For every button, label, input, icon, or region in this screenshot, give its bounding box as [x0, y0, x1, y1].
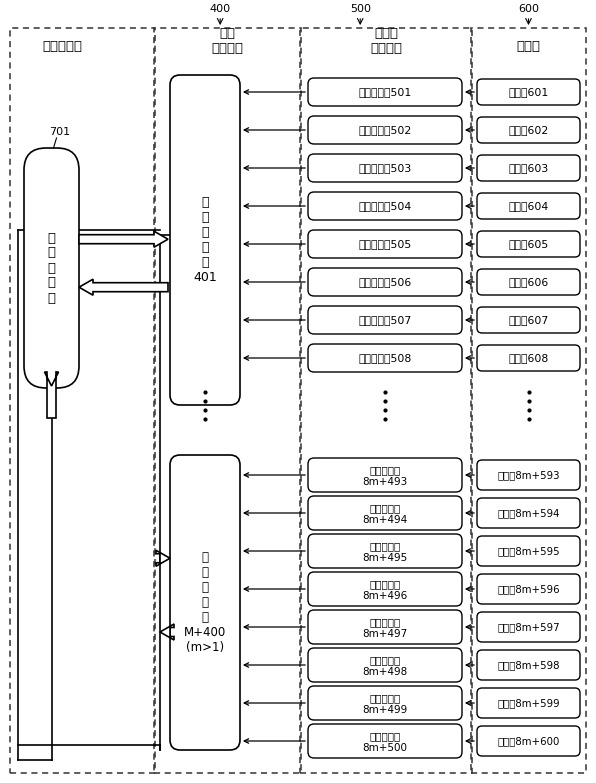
Text: 传感器601: 传感器601	[508, 87, 549, 97]
Text: 500: 500	[350, 4, 371, 14]
Text: 传感器接口: 传感器接口	[370, 693, 401, 703]
Text: 传感器604: 传感器604	[508, 201, 549, 211]
FancyBboxPatch shape	[477, 460, 580, 490]
Bar	[10, 28, 155, 773]
Text: 数据
收发模块: 数据 收发模块	[212, 27, 244, 55]
Text: 传感器接口501: 传感器接口501	[358, 87, 412, 97]
Text: 传感器接口503: 传感器接口503	[358, 163, 412, 173]
Text: 400: 400	[210, 4, 231, 14]
Text: 传感器接口: 传感器接口	[370, 503, 401, 513]
FancyBboxPatch shape	[24, 148, 79, 388]
FancyBboxPatch shape	[308, 78, 462, 106]
Text: 传感器608: 传感器608	[508, 353, 549, 363]
Text: 传感器接口505: 传感器接口505	[358, 239, 412, 249]
FancyBboxPatch shape	[477, 269, 580, 295]
Bar	[300, 28, 472, 773]
FancyBboxPatch shape	[477, 574, 580, 604]
Text: 第
二
译
码
器: 第 二 译 码 器	[48, 232, 55, 305]
Text: 传感器8m+595: 传感器8m+595	[497, 546, 560, 556]
FancyBboxPatch shape	[308, 724, 462, 758]
Text: 传感器8m+600: 传感器8m+600	[497, 736, 560, 746]
Text: 传感器接口: 传感器接口	[370, 655, 401, 665]
FancyBboxPatch shape	[477, 536, 580, 566]
Text: 701: 701	[49, 127, 70, 137]
Text: 传感器接口: 传感器接口	[370, 541, 401, 551]
FancyBboxPatch shape	[477, 726, 580, 756]
Text: 传感器8m+599: 传感器8m+599	[497, 698, 560, 708]
Polygon shape	[79, 280, 168, 295]
Text: 传感器8m+594: 传感器8m+594	[497, 508, 560, 518]
Text: 传感器8m+598: 传感器8m+598	[497, 660, 560, 670]
Polygon shape	[79, 231, 168, 247]
Text: 传感器
接口模块: 传感器 接口模块	[370, 27, 402, 55]
Text: 数
据
收
发
器
M+400
(m>1): 数 据 收 发 器 M+400 (m>1)	[184, 551, 226, 654]
FancyBboxPatch shape	[308, 496, 462, 530]
FancyBboxPatch shape	[477, 650, 580, 680]
FancyBboxPatch shape	[170, 75, 240, 405]
Text: 传感器接口504: 传感器接口504	[358, 201, 412, 211]
Text: 传感器模块: 传感器模块	[42, 39, 82, 52]
FancyBboxPatch shape	[308, 648, 462, 682]
FancyBboxPatch shape	[308, 268, 462, 296]
FancyBboxPatch shape	[308, 154, 462, 182]
Text: 传感器接口: 传感器接口	[370, 465, 401, 475]
Text: 传感器602: 传感器602	[508, 125, 549, 135]
FancyBboxPatch shape	[477, 117, 580, 143]
Text: 传感器接口: 传感器接口	[370, 617, 401, 627]
Text: 8m+495: 8m+495	[362, 553, 408, 563]
Text: 数
据
收
发
器
401: 数 据 收 发 器 401	[193, 196, 217, 284]
Text: 传感器8m+596: 传感器8m+596	[497, 584, 560, 594]
Text: 600: 600	[518, 4, 539, 14]
FancyBboxPatch shape	[477, 79, 580, 105]
FancyBboxPatch shape	[308, 610, 462, 644]
FancyBboxPatch shape	[477, 231, 580, 257]
FancyBboxPatch shape	[308, 230, 462, 258]
Polygon shape	[160, 624, 174, 640]
FancyBboxPatch shape	[308, 534, 462, 568]
Bar	[471, 28, 586, 773]
FancyBboxPatch shape	[308, 572, 462, 606]
Text: 8m+498: 8m+498	[362, 667, 408, 677]
FancyBboxPatch shape	[308, 344, 462, 372]
FancyBboxPatch shape	[477, 193, 580, 219]
Text: 传感器8m+593: 传感器8m+593	[497, 470, 560, 480]
Bar	[154, 28, 301, 773]
FancyBboxPatch shape	[308, 458, 462, 492]
Text: 传感器: 传感器	[517, 39, 541, 52]
Text: 8m+494: 8m+494	[362, 514, 408, 525]
Text: 传感器接口506: 传感器接口506	[358, 277, 412, 287]
FancyBboxPatch shape	[308, 306, 462, 334]
FancyBboxPatch shape	[477, 612, 580, 642]
Text: 传感器8m+597: 传感器8m+597	[497, 622, 560, 632]
Text: 传感器接口: 传感器接口	[370, 731, 401, 741]
Text: 传感器接口507: 传感器接口507	[358, 315, 412, 325]
Text: 传感器603: 传感器603	[508, 163, 549, 173]
FancyBboxPatch shape	[170, 455, 240, 750]
Text: 传感器接口: 传感器接口	[370, 579, 401, 589]
Text: 传感器接口502: 传感器接口502	[358, 125, 412, 135]
FancyBboxPatch shape	[477, 155, 580, 181]
FancyBboxPatch shape	[477, 307, 580, 333]
Text: 8m+499: 8m+499	[362, 705, 408, 715]
Text: 8m+500: 8m+500	[362, 743, 408, 752]
Text: 8m+496: 8m+496	[362, 591, 408, 601]
Polygon shape	[156, 550, 170, 566]
FancyBboxPatch shape	[477, 688, 580, 718]
FancyBboxPatch shape	[308, 686, 462, 720]
Text: 传感器接口508: 传感器接口508	[358, 353, 412, 363]
Text: 8m+497: 8m+497	[362, 629, 408, 639]
FancyBboxPatch shape	[477, 498, 580, 528]
Text: 传感器605: 传感器605	[508, 239, 549, 249]
Text: 8m+493: 8m+493	[362, 477, 408, 487]
FancyBboxPatch shape	[308, 192, 462, 220]
Text: 传感器607: 传感器607	[508, 315, 549, 325]
FancyBboxPatch shape	[477, 345, 580, 371]
FancyBboxPatch shape	[308, 116, 462, 144]
Polygon shape	[45, 372, 58, 418]
Text: 传感器606: 传感器606	[508, 277, 549, 287]
